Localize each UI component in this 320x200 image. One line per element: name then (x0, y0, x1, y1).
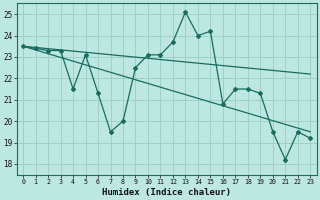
X-axis label: Humidex (Indice chaleur): Humidex (Indice chaleur) (102, 188, 231, 197)
